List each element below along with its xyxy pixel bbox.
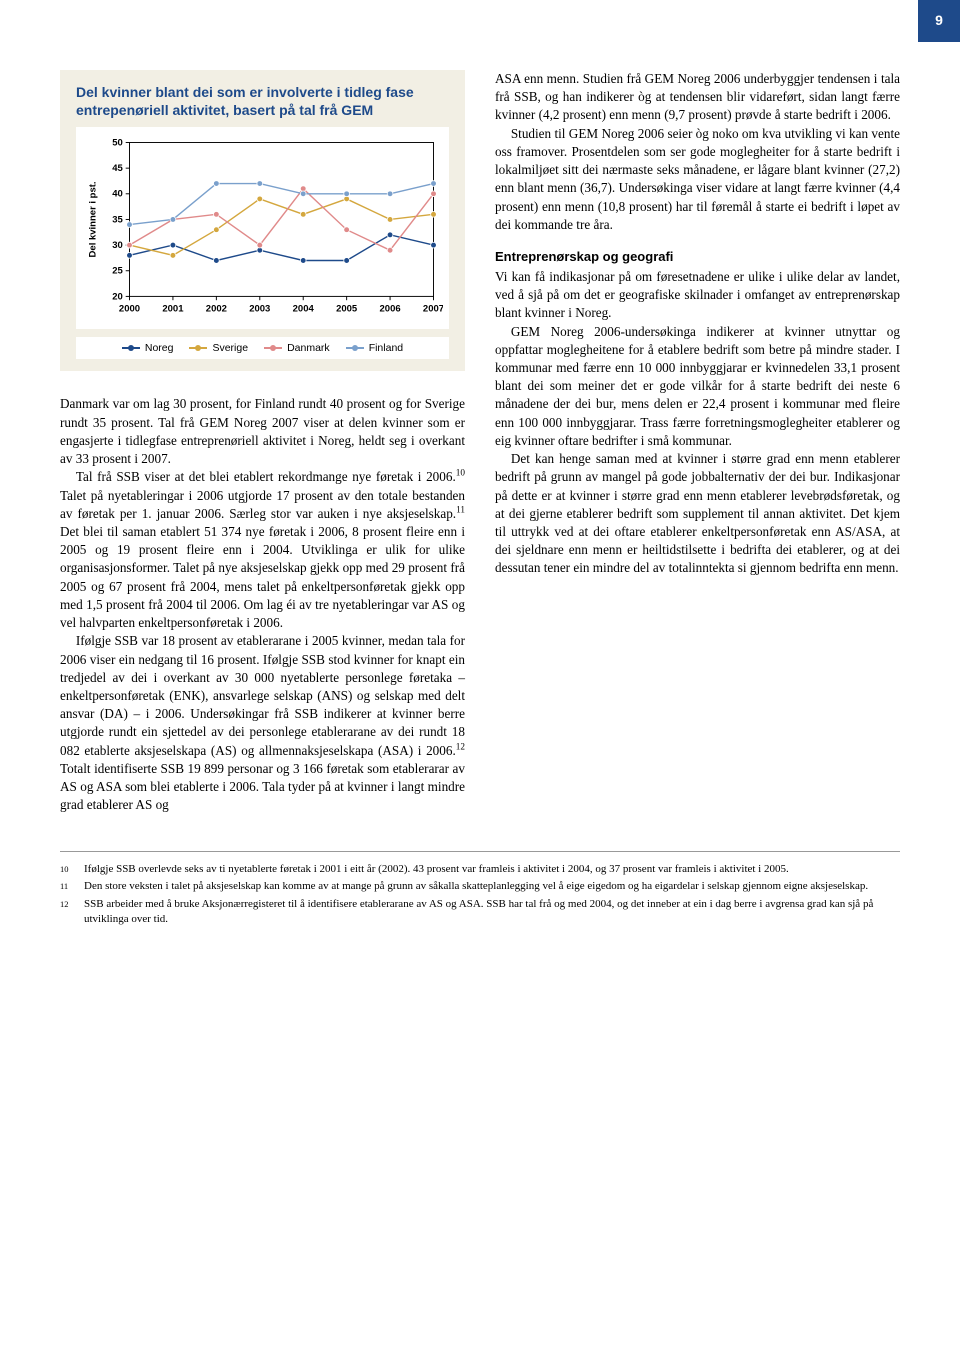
- svg-text:2006: 2006: [380, 304, 401, 315]
- paragraph: ASA enn menn. Studien frå GEM Noreg 2006…: [495, 70, 900, 125]
- legend-item: Sverige: [189, 341, 248, 355]
- legend-item: Danmark: [264, 341, 330, 355]
- svg-text:20: 20: [112, 291, 123, 302]
- svg-text:2007: 2007: [423, 304, 443, 315]
- svg-text:2002: 2002: [206, 304, 227, 315]
- svg-text:2005: 2005: [336, 304, 358, 315]
- footnote: 10Ifølgje SSB overlevde seks av ti nyeta…: [60, 862, 900, 877]
- svg-text:2000: 2000: [119, 304, 140, 315]
- paragraph: Danmark var om lag 30 prosent, for Finla…: [60, 395, 465, 468]
- legend-item: Finland: [346, 341, 403, 355]
- svg-text:45: 45: [112, 163, 123, 174]
- svg-text:Del kvinner i pst.: Del kvinner i pst.: [87, 181, 98, 257]
- paragraph: Det kan henge saman med at kvinner i stø…: [495, 450, 900, 578]
- svg-text:50: 50: [112, 137, 123, 148]
- page-number-tab: 9: [918, 0, 960, 42]
- paragraph: Ifølgje SSB var 18 prosent av etablerara…: [60, 632, 465, 814]
- paragraph: Vi kan få indikasjonar på om føresetnade…: [495, 268, 900, 323]
- svg-text:2003: 2003: [249, 304, 270, 315]
- chart-title: Del kvinner blant dei som er involverte …: [76, 84, 449, 119]
- svg-text:30: 30: [112, 240, 123, 251]
- svg-text:25: 25: [112, 266, 123, 277]
- footnote: 11Den store veksten i talet på aksjesels…: [60, 879, 900, 894]
- right-column: ASA enn menn. Studien frå GEM Noreg 2006…: [495, 70, 900, 815]
- svg-text:35: 35: [112, 214, 123, 225]
- page-content: Del kvinner blant dei som er involverte …: [0, 0, 960, 960]
- svg-text:2001: 2001: [162, 304, 184, 315]
- chart-container: Del kvinner blant dei som er involverte …: [60, 70, 465, 371]
- svg-text:40: 40: [112, 189, 123, 200]
- chart-legend: Noreg Sverige Danmark Finland: [76, 337, 449, 359]
- footnote: 12SSB arbeider med å bruke Aksjonærregis…: [60, 897, 900, 927]
- paragraph: GEM Noreg 2006-undersøkinga indikerer at…: [495, 323, 900, 451]
- paragraph: Studien til GEM Noreg 2006 seier òg noko…: [495, 125, 900, 234]
- paragraph: Tal frå SSB viser at det blei etablert r…: [60, 468, 465, 632]
- svg-text:2004: 2004: [293, 304, 315, 315]
- footnotes: 10Ifølgje SSB overlevde seks av ti nyeta…: [60, 851, 900, 927]
- line-chart: Del kvinner i pst. 20 25 30 35 40 45 50 2000 2001…: [82, 133, 443, 323]
- section-heading: Entreprenørskap og geografi: [495, 248, 900, 266]
- left-column: Del kvinner blant dei som er involverte …: [60, 70, 465, 815]
- legend-item: Noreg: [122, 341, 174, 355]
